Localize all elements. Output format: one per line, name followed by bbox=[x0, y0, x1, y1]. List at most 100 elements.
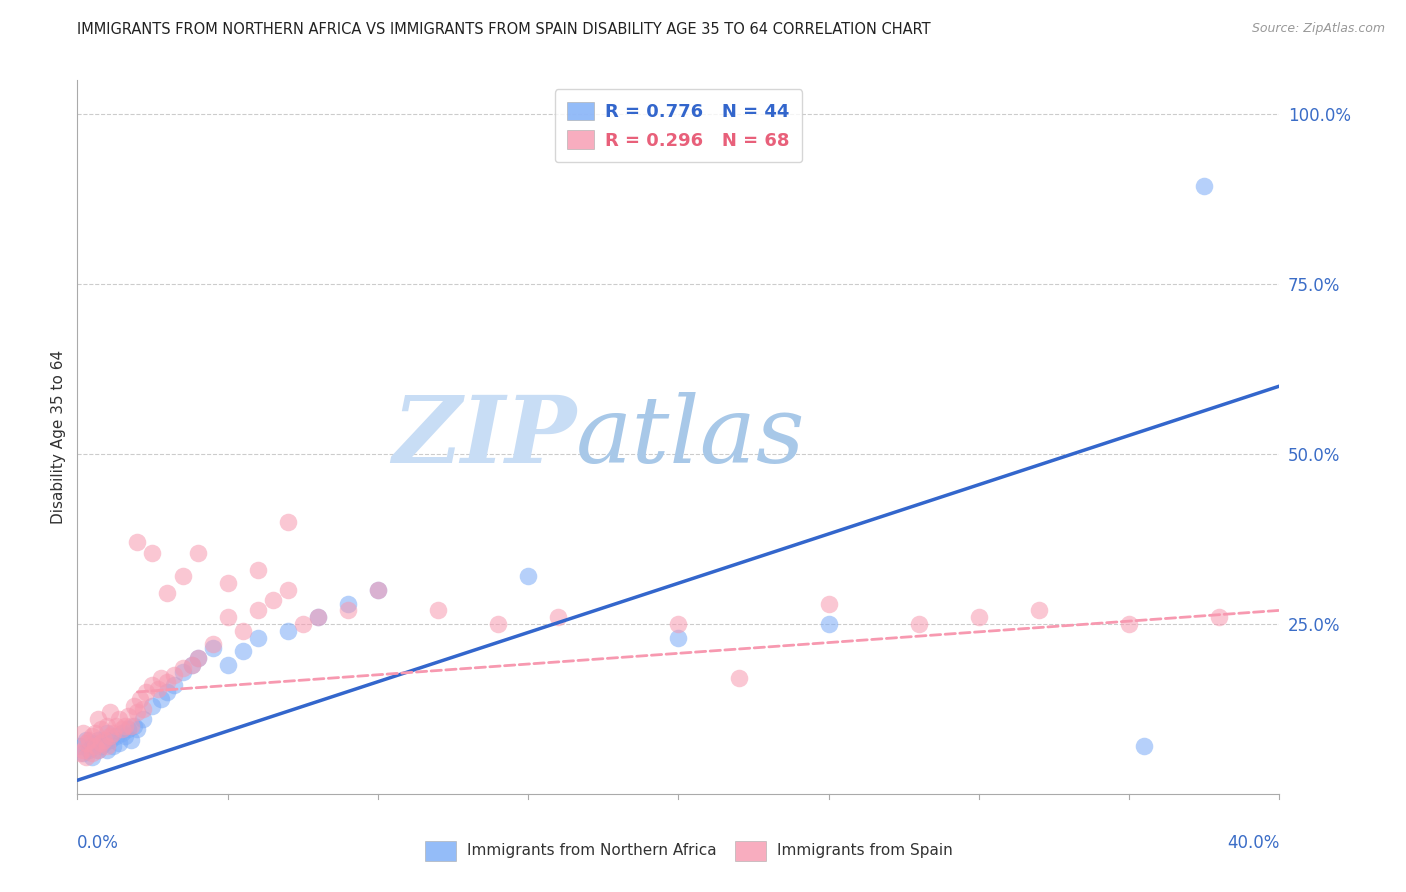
Point bbox=[117, 708, 139, 723]
Point bbox=[262, 593, 284, 607]
Point bbox=[277, 515, 299, 529]
Point bbox=[246, 563, 269, 577]
Point bbox=[87, 712, 110, 726]
Point bbox=[1118, 617, 1140, 632]
Point bbox=[232, 624, 254, 638]
Text: Source: ZipAtlas.com: Source: ZipAtlas.com bbox=[1251, 22, 1385, 36]
Point bbox=[93, 736, 115, 750]
Text: Immigrants from Spain: Immigrants from Spain bbox=[776, 844, 953, 858]
Point bbox=[84, 725, 107, 739]
Point bbox=[1194, 178, 1216, 193]
Point bbox=[111, 723, 134, 737]
Point bbox=[162, 678, 184, 692]
Point bbox=[124, 698, 146, 713]
Point bbox=[277, 582, 299, 597]
Text: 0.0%: 0.0% bbox=[77, 834, 120, 852]
Point bbox=[127, 706, 149, 720]
Point bbox=[156, 685, 179, 699]
Point bbox=[1208, 610, 1230, 624]
Point bbox=[90, 723, 112, 737]
Point bbox=[90, 736, 112, 750]
Point bbox=[84, 739, 107, 754]
Point bbox=[307, 610, 329, 624]
Point bbox=[187, 651, 209, 665]
Point bbox=[82, 749, 104, 764]
Point bbox=[180, 657, 202, 672]
Point bbox=[132, 702, 155, 716]
Point bbox=[141, 546, 163, 560]
Point bbox=[187, 546, 209, 560]
Point bbox=[114, 729, 136, 743]
Point bbox=[100, 706, 122, 720]
Point bbox=[668, 617, 690, 632]
Point bbox=[217, 576, 239, 591]
Point bbox=[1028, 603, 1050, 617]
Legend: R = 0.776   N = 44, R = 0.296   N = 68: R = 0.776 N = 44, R = 0.296 N = 68 bbox=[554, 89, 803, 162]
Point bbox=[967, 610, 990, 624]
Point bbox=[217, 610, 239, 624]
Point bbox=[486, 617, 509, 632]
Point bbox=[103, 739, 125, 754]
Point bbox=[336, 603, 359, 617]
Point bbox=[120, 732, 142, 747]
Point bbox=[100, 732, 122, 747]
Point bbox=[108, 736, 131, 750]
Point bbox=[141, 698, 163, 713]
Point bbox=[217, 657, 239, 672]
Point bbox=[246, 631, 269, 645]
Point bbox=[124, 719, 146, 733]
Point bbox=[69, 746, 91, 760]
Point bbox=[307, 610, 329, 624]
Point bbox=[90, 739, 112, 754]
Point bbox=[135, 685, 157, 699]
Point bbox=[87, 742, 110, 756]
Point bbox=[120, 719, 142, 733]
Point bbox=[141, 678, 163, 692]
Point bbox=[82, 739, 104, 754]
Point bbox=[727, 671, 749, 685]
Point bbox=[87, 732, 110, 747]
Point bbox=[96, 742, 118, 756]
Text: atlas: atlas bbox=[576, 392, 806, 482]
Point bbox=[114, 719, 136, 733]
Point bbox=[156, 586, 179, 600]
Point bbox=[79, 732, 101, 747]
Point bbox=[148, 681, 170, 696]
Point bbox=[201, 640, 224, 655]
Point bbox=[96, 725, 118, 739]
Point bbox=[79, 742, 101, 756]
Point bbox=[336, 597, 359, 611]
Point bbox=[156, 674, 179, 689]
Point bbox=[150, 691, 173, 706]
Point bbox=[517, 569, 540, 583]
Text: Immigrants from Northern Africa: Immigrants from Northern Africa bbox=[467, 844, 717, 858]
Text: 40.0%: 40.0% bbox=[1227, 834, 1279, 852]
Point bbox=[132, 712, 155, 726]
Point bbox=[291, 617, 314, 632]
Point bbox=[547, 610, 569, 624]
Point bbox=[93, 732, 115, 747]
Point bbox=[246, 603, 269, 617]
Point bbox=[187, 651, 209, 665]
Point bbox=[105, 719, 128, 733]
Point bbox=[172, 665, 194, 679]
Point bbox=[172, 569, 194, 583]
Point bbox=[129, 691, 152, 706]
Point bbox=[69, 739, 91, 754]
Point bbox=[87, 742, 110, 756]
Point bbox=[75, 732, 97, 747]
Point bbox=[427, 603, 450, 617]
Point bbox=[100, 729, 122, 743]
Point bbox=[817, 597, 839, 611]
Point bbox=[82, 746, 104, 760]
Text: ZIP: ZIP bbox=[392, 392, 576, 482]
Point bbox=[127, 723, 149, 737]
Point bbox=[75, 736, 97, 750]
Point bbox=[817, 617, 839, 632]
Point bbox=[908, 617, 931, 632]
Point bbox=[162, 668, 184, 682]
Point bbox=[82, 729, 104, 743]
Point bbox=[75, 749, 97, 764]
Point bbox=[96, 739, 118, 754]
Point bbox=[201, 637, 224, 651]
